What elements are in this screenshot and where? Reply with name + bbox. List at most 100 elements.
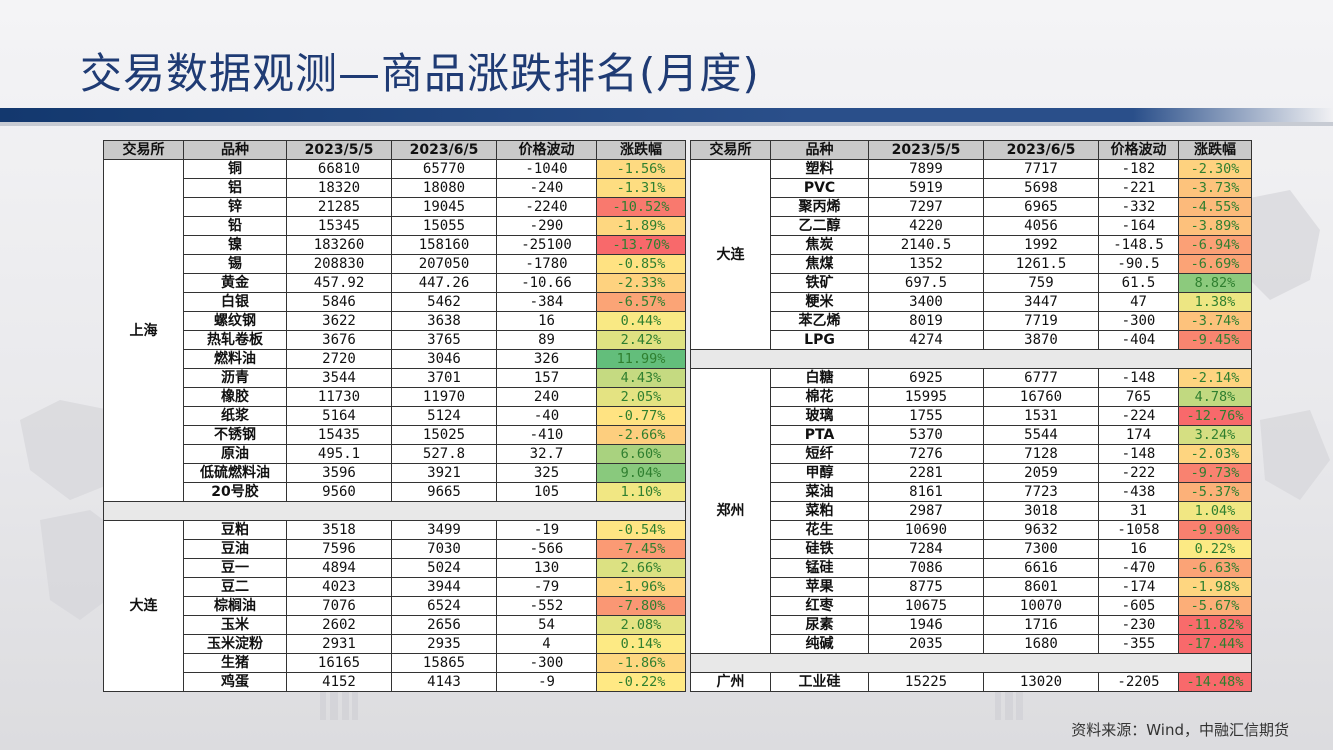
page-title: 交易数据观测—商品涨跌排名(月度) <box>80 49 760 98</box>
table-row: 花生 10690 9632 -1058 -9.90% <box>691 520 1252 540</box>
commodity-name-cell: 豆粕 <box>183 520 287 540</box>
price-may-cell: 457.92 <box>286 273 392 293</box>
price-may-cell: 4220 <box>868 216 984 236</box>
price-may-cell: 8019 <box>868 311 984 331</box>
price-may-cell: 16165 <box>286 653 392 673</box>
price-june-cell: 447.26 <box>391 273 497 293</box>
pct-change-cell: 4.78% <box>1178 387 1252 407</box>
table-row: PTA 5370 5544 174 3.24% <box>691 425 1252 445</box>
table-row: 原油 495.1 527.8 32.7 6.60% <box>104 444 686 464</box>
price-may-cell: 1755 <box>868 406 984 426</box>
price-may-cell: 5919 <box>868 178 984 198</box>
table-row: 豆一 4894 5024 130 2.66% <box>104 558 686 578</box>
price-may-cell: 3400 <box>868 292 984 312</box>
price-change-cell: -230 <box>1098 615 1179 635</box>
price-may-cell: 9560 <box>286 482 392 502</box>
price-change-cell: 240 <box>496 387 597 407</box>
table-row: 菜油 8161 7723 -438 -5.37% <box>691 482 1252 502</box>
price-may-cell: 3676 <box>286 330 392 350</box>
commodity-name-cell: 热轧卷板 <box>183 330 287 350</box>
pct-change-cell: 0.22% <box>1178 539 1252 559</box>
pct-change-cell: -1.86% <box>596 653 686 673</box>
commodity-name-cell: 不锈钢 <box>183 425 287 445</box>
pct-change-cell: -13.70% <box>596 235 686 255</box>
commodity-name-cell: 乙二醇 <box>770 216 869 236</box>
price-change-cell: -1040 <box>496 159 597 179</box>
price-change-cell: -300 <box>496 653 597 673</box>
pct-change-cell: -3.74% <box>1178 311 1252 331</box>
price-change-cell: -19 <box>496 520 597 540</box>
price-may-cell: 7284 <box>868 539 984 559</box>
pct-change-cell: -1.98% <box>1178 577 1252 597</box>
commodity-name-cell: 铝 <box>183 178 287 198</box>
table-row: 乙二醇 4220 4056 -164 -3.89% <box>691 216 1252 236</box>
commodity-name-cell: 橡胶 <box>183 387 287 407</box>
commodity-name-cell: 镍 <box>183 235 287 255</box>
price-june-cell: 3765 <box>391 330 497 350</box>
exchange-cell: 大连 <box>103 520 184 692</box>
exchange-cell: 广州 <box>690 672 771 692</box>
price-june-cell: 5124 <box>391 406 497 426</box>
table-row: 尿素 1946 1716 -230 -11.82% <box>691 615 1252 635</box>
price-may-cell: 8161 <box>868 482 984 502</box>
table-row: 不锈钢 15435 15025 -410 -2.66% <box>104 425 686 445</box>
price-june-cell: 7030 <box>391 539 497 559</box>
price-june-cell: 158160 <box>391 235 497 255</box>
price-may-cell: 5164 <box>286 406 392 426</box>
price-may-cell: 1946 <box>868 615 984 635</box>
price-change-cell: 325 <box>496 463 597 483</box>
price-may-cell: 5846 <box>286 292 392 312</box>
table-header-row: 交易所 品种 2023/5/5 2023/6/5 价格波动 涨跌幅 <box>690 140 1252 160</box>
price-change-cell: 157 <box>496 368 597 388</box>
price-change-cell: -164 <box>1098 216 1179 236</box>
table-row: 大连 塑料 7899 7717 -182 -2.30% <box>690 159 1252 350</box>
price-june-cell: 65770 <box>391 159 497 179</box>
price-june-cell: 4056 <box>983 216 1099 236</box>
price-june-cell: 8601 <box>983 577 1099 597</box>
pct-change-cell: -10.52% <box>596 197 686 217</box>
commodity-name-cell: 棕榈油 <box>183 596 287 616</box>
title-band-shadow <box>0 122 1333 126</box>
price-june-cell: 3921 <box>391 463 497 483</box>
pct-change-cell: 6.60% <box>596 444 686 464</box>
price-change-cell: -300 <box>1098 311 1179 331</box>
price-change-cell: -40 <box>496 406 597 426</box>
price-june-cell: 207050 <box>391 254 497 274</box>
price-june-cell: 3870 <box>983 330 1099 350</box>
pct-change-cell: 9.04% <box>596 463 686 483</box>
table-row: 铅 15345 15055 -290 -1.89% <box>104 216 686 236</box>
price-june-cell: 2935 <box>391 634 497 654</box>
exchange-cell: 大连 <box>690 159 771 350</box>
commodity-name-cell: 螺纹钢 <box>183 311 287 331</box>
header-date-2: 2023/6/5 <box>983 140 1099 160</box>
exchange-cell: 上海 <box>103 159 184 502</box>
price-may-cell: 4023 <box>286 577 392 597</box>
pct-change-cell: 8.82% <box>1178 273 1252 293</box>
price-change-cell: 61.5 <box>1098 273 1179 293</box>
price-june-cell: 1716 <box>983 615 1099 635</box>
commodity-name-cell: 纯碱 <box>770 634 869 654</box>
group-separator-row <box>690 653 1252 673</box>
commodity-name-cell: 原油 <box>183 444 287 464</box>
price-june-cell: 7128 <box>983 444 1099 464</box>
table-row: 短纤 7276 7128 -148 -2.03% <box>691 444 1252 464</box>
pct-change-cell: 1.10% <box>596 482 686 502</box>
price-may-cell: 3518 <box>286 520 392 540</box>
header-price-change: 价格波动 <box>496 140 597 160</box>
pct-change-cell: -6.94% <box>1178 235 1252 255</box>
price-june-cell: 9665 <box>391 482 497 502</box>
commodity-name-cell: 生猪 <box>183 653 287 673</box>
pct-change-cell: -7.45% <box>596 539 686 559</box>
table-row: 红枣 10675 10070 -605 -5.67% <box>691 596 1252 616</box>
table-row: 上海铜 66810 65770 -1040 -1.56% <box>103 159 686 502</box>
commodity-name-cell: 硅铁 <box>770 539 869 559</box>
table-row: 苯乙烯 8019 7719 -300 -3.74% <box>691 311 1252 331</box>
commodity-name-cell: 菜粕 <box>770 501 869 521</box>
price-may-cell: 208830 <box>286 254 392 274</box>
price-june-cell: 759 <box>983 273 1099 293</box>
pct-change-cell: 2.66% <box>596 558 686 578</box>
pct-change-cell: -9.45% <box>1178 330 1252 350</box>
price-may-cell: 7076 <box>286 596 392 616</box>
table-row: 豆二 4023 3944 -79 -1.96% <box>104 577 686 597</box>
price-may-cell: 7276 <box>868 444 984 464</box>
